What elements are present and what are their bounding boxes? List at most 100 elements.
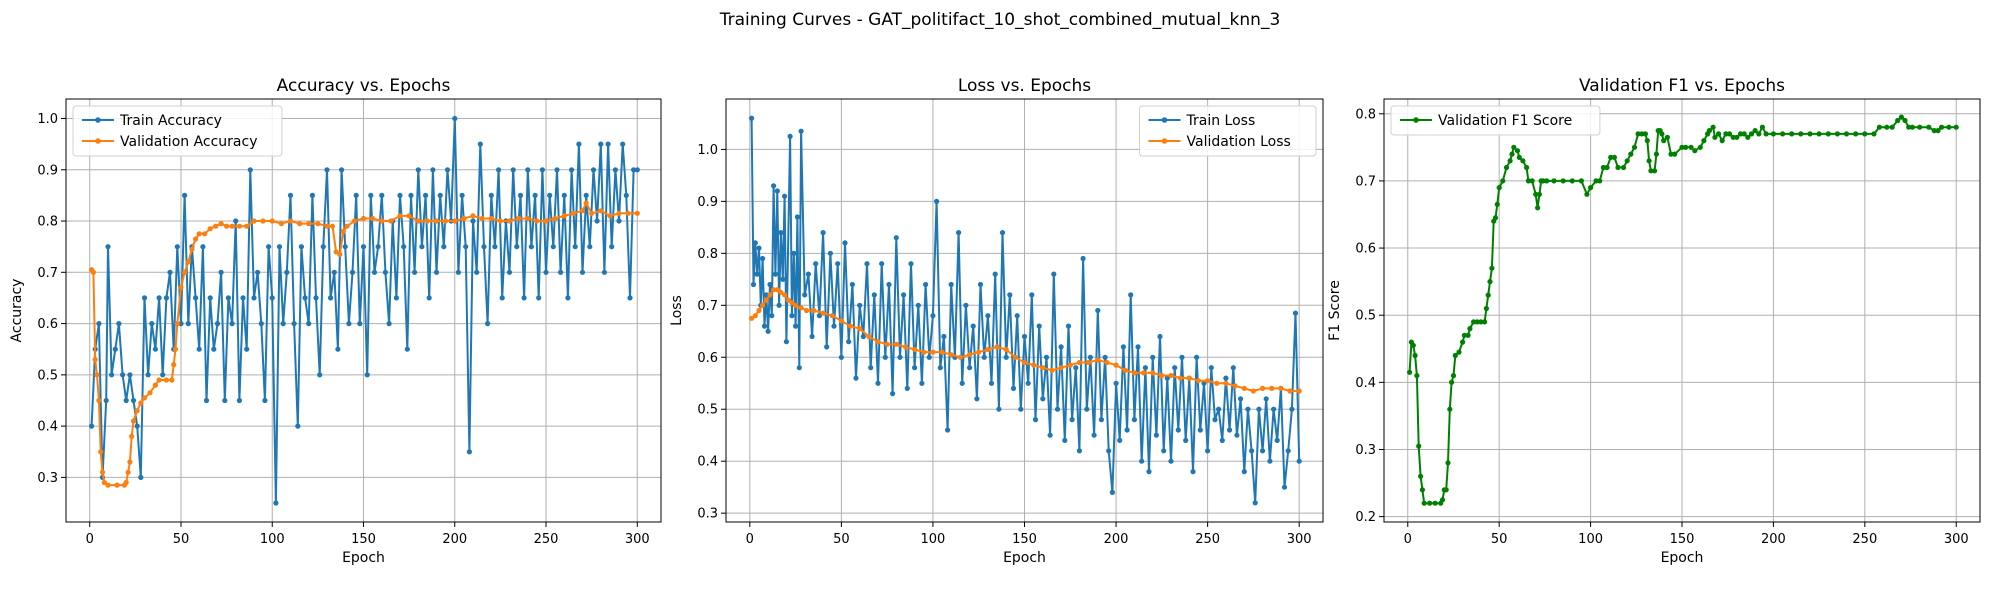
train-accuracy-point — [287, 192, 294, 198]
validation-f1-score-point — [1624, 158, 1630, 164]
train-loss-point — [1161, 448, 1167, 454]
validation-f1-score-point — [1412, 352, 1418, 359]
validation-f1-score-point — [1608, 154, 1614, 160]
validation-f1-score-point — [1816, 131, 1822, 137]
train-loss-point — [992, 271, 998, 277]
train-loss-point — [1223, 375, 1229, 381]
validation-f1-score-point — [1909, 124, 1915, 130]
validation-f1-score-point — [1600, 164, 1606, 171]
train-loss-point — [868, 365, 874, 371]
x-tick-label: 250 — [1195, 532, 1220, 547]
validation-f1-score-point — [1482, 319, 1488, 325]
validation-f1-score-point — [1593, 178, 1599, 184]
validation-f1-score-point — [1683, 144, 1689, 150]
train-loss-point — [1047, 432, 1053, 438]
train-accuracy-point — [565, 295, 571, 301]
train-loss-point — [1084, 406, 1090, 412]
validation-loss-point — [939, 349, 945, 355]
train-loss-point — [1201, 380, 1207, 386]
train-accuracy-point — [583, 192, 589, 198]
train-accuracy-point — [561, 192, 567, 198]
validation-f1-score-point — [1871, 131, 1877, 137]
validation-accuracy-point — [516, 215, 522, 222]
validation-f1-score-point — [1421, 500, 1427, 506]
train-accuracy-point — [255, 269, 261, 275]
validation-loss-point — [1223, 380, 1229, 386]
validation-f1-score-point — [1540, 178, 1546, 184]
train-accuracy-point — [233, 218, 239, 224]
train-loss-point — [908, 261, 914, 267]
validation-accuracy-point — [98, 449, 104, 455]
train-loss-point — [1065, 323, 1072, 329]
train-loss-point — [1227, 427, 1233, 433]
train-loss-point — [1164, 375, 1170, 381]
y-tick-label: 0.6 — [1355, 242, 1376, 257]
y-tick-label: 0.3 — [37, 471, 58, 486]
train-accuracy-point — [339, 167, 345, 173]
train-accuracy-point — [539, 167, 546, 173]
validation-loss-point — [763, 297, 769, 303]
validation-f1-score-point — [1902, 117, 1908, 124]
train-loss-point — [1029, 292, 1035, 298]
validation-f1-score-point — [1688, 144, 1694, 150]
validation-f1-score-point — [1895, 117, 1901, 124]
validation-f1-score-point — [1467, 326, 1473, 332]
validation-f1-score-point — [1789, 131, 1795, 137]
validation-accuracy-point — [552, 215, 558, 222]
train-accuracy-point — [590, 167, 597, 173]
train-loss-point — [774, 188, 780, 194]
train-accuracy-point — [441, 244, 447, 250]
validation-accuracy-point — [141, 395, 148, 401]
x-tick-label: 200 — [1104, 532, 1129, 547]
train-loss-point — [1172, 365, 1178, 371]
train-accuracy-point — [634, 167, 640, 173]
validation-loss-point — [1232, 383, 1238, 389]
validation-f1-score-point — [1719, 138, 1725, 144]
train-accuracy-point — [313, 295, 319, 301]
validation-f1-score-point — [1418, 473, 1424, 479]
validation-accuracy-point — [278, 221, 284, 227]
train-accuracy-point — [346, 321, 352, 327]
train-loss-point — [824, 344, 830, 350]
train-accuracy-point — [317, 372, 323, 378]
train-accuracy-point — [138, 474, 144, 480]
validation-loss-point — [1269, 385, 1275, 391]
train-loss-point — [1194, 354, 1200, 360]
validation-f1-score-point — [1946, 124, 1952, 130]
x-tick-label: 100 — [921, 532, 946, 547]
train-loss-point — [923, 281, 929, 288]
train-loss-point — [1040, 396, 1046, 402]
validation-loss-point — [752, 313, 758, 319]
train-loss-point — [1157, 333, 1163, 340]
validation-accuracy-point — [607, 213, 613, 219]
train-accuracy-point — [295, 423, 301, 429]
validation-accuracy-point — [92, 356, 98, 363]
y-tick-label: 0.6 — [697, 351, 718, 366]
train-loss-point — [1095, 307, 1101, 314]
validation-accuracy-point — [182, 269, 188, 275]
train-accuracy-point — [452, 115, 458, 122]
train-accuracy-point — [182, 192, 188, 198]
train-accuracy-point — [576, 141, 582, 147]
validation-loss-point — [1287, 388, 1293, 394]
y-tick-label: 0.7 — [37, 266, 58, 281]
train-accuracy-point — [554, 167, 560, 173]
train-accuracy-point — [167, 269, 173, 275]
train-accuracy-point — [309, 192, 315, 198]
validation-f1-score-point — [1478, 319, 1484, 325]
validation-loss-point — [811, 307, 817, 314]
train-loss-point — [1091, 432, 1097, 438]
train-accuracy-point — [193, 295, 199, 301]
y-tick-label: 1.0 — [697, 143, 718, 158]
train-accuracy-point — [222, 397, 228, 404]
validation-f1-score-point — [1780, 131, 1786, 137]
x-tick-label: 0 — [746, 532, 754, 547]
validation-f1-score-point — [1825, 131, 1831, 137]
validation-accuracy-point — [207, 226, 213, 232]
validation-loss-point — [893, 341, 899, 347]
y-axis-label: Loss — [669, 295, 685, 326]
validation-f1-score-point — [1536, 191, 1542, 197]
validation-f1-score-legend-marker — [1413, 117, 1419, 123]
train-loss-point — [1073, 365, 1079, 371]
